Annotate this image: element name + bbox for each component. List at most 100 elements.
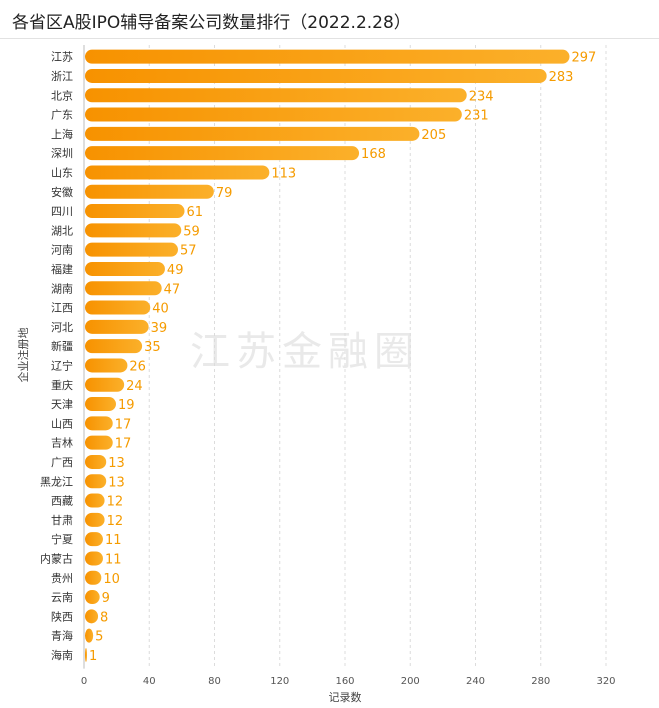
bar xyxy=(85,300,151,315)
value-label: 5 xyxy=(95,630,103,645)
category-label: 西藏 xyxy=(51,495,73,508)
category-label: 福建 xyxy=(51,262,73,276)
value-label: 47 xyxy=(164,282,181,297)
value-label: 205 xyxy=(421,128,446,143)
bar xyxy=(85,454,107,469)
value-label: 168 xyxy=(361,147,386,162)
value-label: 297 xyxy=(571,51,596,66)
category-label: 湖北 xyxy=(51,224,73,237)
category-label: 广东 xyxy=(51,109,73,122)
value-label: 11 xyxy=(105,552,122,567)
bar xyxy=(85,204,185,219)
bar xyxy=(85,339,143,354)
value-label: 79 xyxy=(216,186,233,201)
category-label: 云南 xyxy=(51,591,73,604)
bar xyxy=(85,551,103,566)
category-label: 宁夏 xyxy=(51,532,73,546)
bar xyxy=(85,242,178,257)
bar xyxy=(85,397,116,412)
category-label: 辽宁 xyxy=(51,358,73,372)
value-label: 24 xyxy=(126,379,143,394)
bar xyxy=(85,88,467,103)
x-tick-label: 280 xyxy=(531,676,550,687)
value-label: 9 xyxy=(102,591,110,606)
category-label: 内蒙古 xyxy=(40,551,73,565)
value-label: 113 xyxy=(271,166,296,181)
value-label: 12 xyxy=(107,495,124,510)
value-label: 12 xyxy=(107,514,124,529)
x-axis-ticks: 0 40 80 120 160 200 240 280 320 xyxy=(81,676,616,687)
value-label: 234 xyxy=(469,89,494,104)
bar xyxy=(85,319,149,334)
x-tick-label: 160 xyxy=(335,676,354,687)
value-label: 35 xyxy=(144,340,161,355)
x-tick-label: 320 xyxy=(596,676,615,687)
bar xyxy=(85,184,214,199)
category-label: 重庆 xyxy=(51,378,73,392)
category-label: 北京 xyxy=(51,88,73,102)
category-label: 广西 xyxy=(51,456,73,469)
bar xyxy=(85,68,547,83)
value-label: 17 xyxy=(115,417,132,432)
bar xyxy=(85,126,420,141)
value-label: 8 xyxy=(100,610,108,625)
category-label: 天津 xyxy=(51,398,73,411)
bar xyxy=(85,165,270,180)
category-label: 陕西 xyxy=(51,609,73,623)
bar xyxy=(85,377,125,392)
category-label: 青海 xyxy=(51,629,73,643)
bar xyxy=(85,532,103,547)
bar xyxy=(85,512,105,527)
value-label: 1 xyxy=(89,649,97,664)
bar xyxy=(85,358,128,373)
value-label: 17 xyxy=(115,437,132,452)
value-label: 26 xyxy=(129,359,146,374)
bar xyxy=(85,261,165,276)
category-label: 吉林 xyxy=(51,436,73,450)
value-label: 10 xyxy=(103,572,120,587)
category-label: 甘肃 xyxy=(51,514,73,527)
chart-title: 各省区A股IPO辅导备案公司数量排行（2022.2.28） xyxy=(12,13,411,33)
bar xyxy=(85,474,107,489)
value-label: 13 xyxy=(108,456,125,471)
bar xyxy=(85,628,94,643)
bar xyxy=(85,49,570,64)
category-label: 安徽 xyxy=(51,185,73,199)
value-label: 59 xyxy=(183,224,200,239)
value-label: 40 xyxy=(152,302,169,317)
bar xyxy=(85,223,182,238)
bar xyxy=(85,590,100,605)
value-label: 49 xyxy=(167,263,184,278)
category-label: 上海 xyxy=(51,127,73,141)
value-label: 19 xyxy=(118,398,135,413)
category-label: 江西 xyxy=(51,302,73,315)
category-label: 四川 xyxy=(51,205,73,218)
bar xyxy=(85,435,113,450)
category-label: 河北 xyxy=(51,321,73,334)
bar xyxy=(85,416,113,431)
value-label: 57 xyxy=(180,244,197,259)
x-tick-label: 80 xyxy=(208,676,221,687)
category-label: 湖南 xyxy=(51,282,73,295)
x-tick-label: 200 xyxy=(401,676,420,687)
y-axis-title: 企业注册地 xyxy=(16,328,30,383)
category-label: 贵州 xyxy=(51,572,73,585)
category-label: 新疆 xyxy=(51,339,73,353)
category-label: 黑龙江 xyxy=(40,475,73,488)
category-label: 海南 xyxy=(51,648,73,662)
bar xyxy=(85,107,462,122)
bar xyxy=(85,570,102,585)
x-tick-label: 40 xyxy=(143,676,156,687)
category-label: 河南 xyxy=(51,244,73,257)
bar xyxy=(85,281,162,296)
bar xyxy=(85,647,87,662)
x-axis-title: 记录数 xyxy=(329,691,362,704)
x-tick-label: 0 xyxy=(81,676,87,687)
title-divider xyxy=(0,38,659,39)
category-label: 江苏 xyxy=(51,51,73,64)
value-label: 231 xyxy=(464,109,489,124)
value-label: 61 xyxy=(187,205,204,220)
value-label: 283 xyxy=(549,70,574,85)
